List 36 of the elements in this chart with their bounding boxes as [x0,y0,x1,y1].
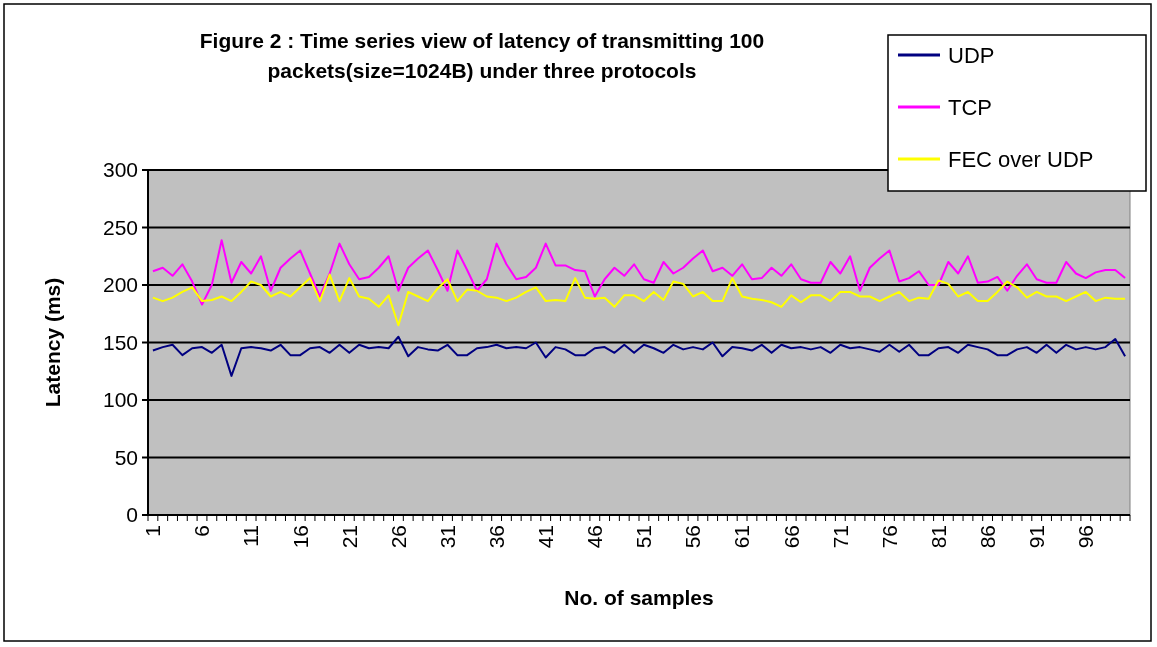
x-tick-label: 91 [1025,525,1049,549]
legend-label: TCP [948,94,992,120]
y-tick-label: 200 [102,273,138,297]
y-tick-label: 50 [114,445,138,469]
x-tick-label: 36 [484,525,508,549]
line-series [151,335,1127,377]
x-tick-label: 66 [779,525,803,549]
x-tick-label: 86 [975,525,999,549]
x-tick-label: 81 [926,525,950,549]
line-series [151,273,1127,327]
x-axis-title: No. of samples [564,586,714,609]
legend-label: FEC over UDP [948,146,1094,172]
x-tick-label: 71 [828,525,852,549]
y-tick-label: 150 [102,330,138,354]
x-tick-label: 56 [681,525,705,549]
x-tick-label: 96 [1074,525,1098,549]
x-tick-label: 31 [435,525,459,549]
x-tick-label: 21 [337,525,361,549]
y-tick-label: 300 [102,158,138,182]
y-tick-label: 100 [102,388,138,412]
x-tick-label: 46 [583,525,607,549]
x-tick-label: 16 [288,525,312,549]
x-tick-label: 6 [190,525,214,537]
y-axis-title: Latency (ms) [41,277,64,408]
x-tick-label: 26 [386,525,410,549]
y-tick-label: 250 [102,215,138,239]
x-tick-label: 76 [877,525,901,549]
y-tick-label: 0 [126,503,138,527]
x-tick-label: 11 [239,525,263,547]
chart-title: Figure 2 : Time series view of latency of transmitting 100 packets(size=1024B) under three protocols [199,29,765,82]
legend-label: UDP [948,42,995,68]
line-series [151,239,1127,306]
x-tick-label: 1 [141,525,165,537]
x-tick-label: 41 [534,525,558,549]
x-tick-label: 51 [632,525,656,549]
x-tick-label: 61 [730,525,754,549]
